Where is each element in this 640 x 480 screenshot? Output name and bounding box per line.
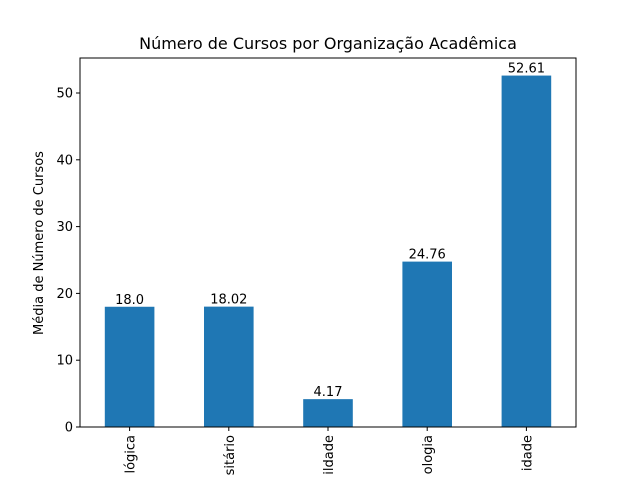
y-tick-label-1: 10 <box>56 354 73 369</box>
y-tick-label-2: 20 <box>56 287 73 302</box>
bar-0 <box>104 306 155 427</box>
y-tick-label-3: 30 <box>56 220 73 235</box>
y-tick-label-5: 50 <box>56 87 73 102</box>
x-tick-label-4: idade <box>520 435 535 471</box>
plot-area: 18.0 18.02 4.17 24.76 52.61 0 10 20 30 40 50 lógica… <box>56 57 577 475</box>
bar-value-label-4: 52.61 <box>508 62 545 77</box>
bar-value-label-3: 24.76 <box>409 248 446 263</box>
y-axis-label: Média de Número de Cursos <box>32 151 47 335</box>
x-tick-label-2: ildade <box>322 435 337 475</box>
x-tick-label-0: lógica <box>124 435 139 474</box>
bar-value-label-2: 4.17 <box>314 385 343 400</box>
bar-2 <box>303 399 353 427</box>
bar-4 <box>501 75 552 428</box>
bar-3 <box>402 261 452 427</box>
chart-title: Número de Cursos por Organização Acadêmi… <box>139 34 517 53</box>
x-tick-label-1: sitário <box>223 435 238 475</box>
y-tick-label-0: 0 <box>65 421 73 436</box>
y-tick-label-4: 40 <box>56 153 73 168</box>
bar-value-label-0: 18.0 <box>115 293 144 308</box>
bar-1 <box>204 306 254 427</box>
bar-value-label-1: 18.02 <box>210 293 247 308</box>
x-tick-label-3: ologia <box>421 435 436 474</box>
